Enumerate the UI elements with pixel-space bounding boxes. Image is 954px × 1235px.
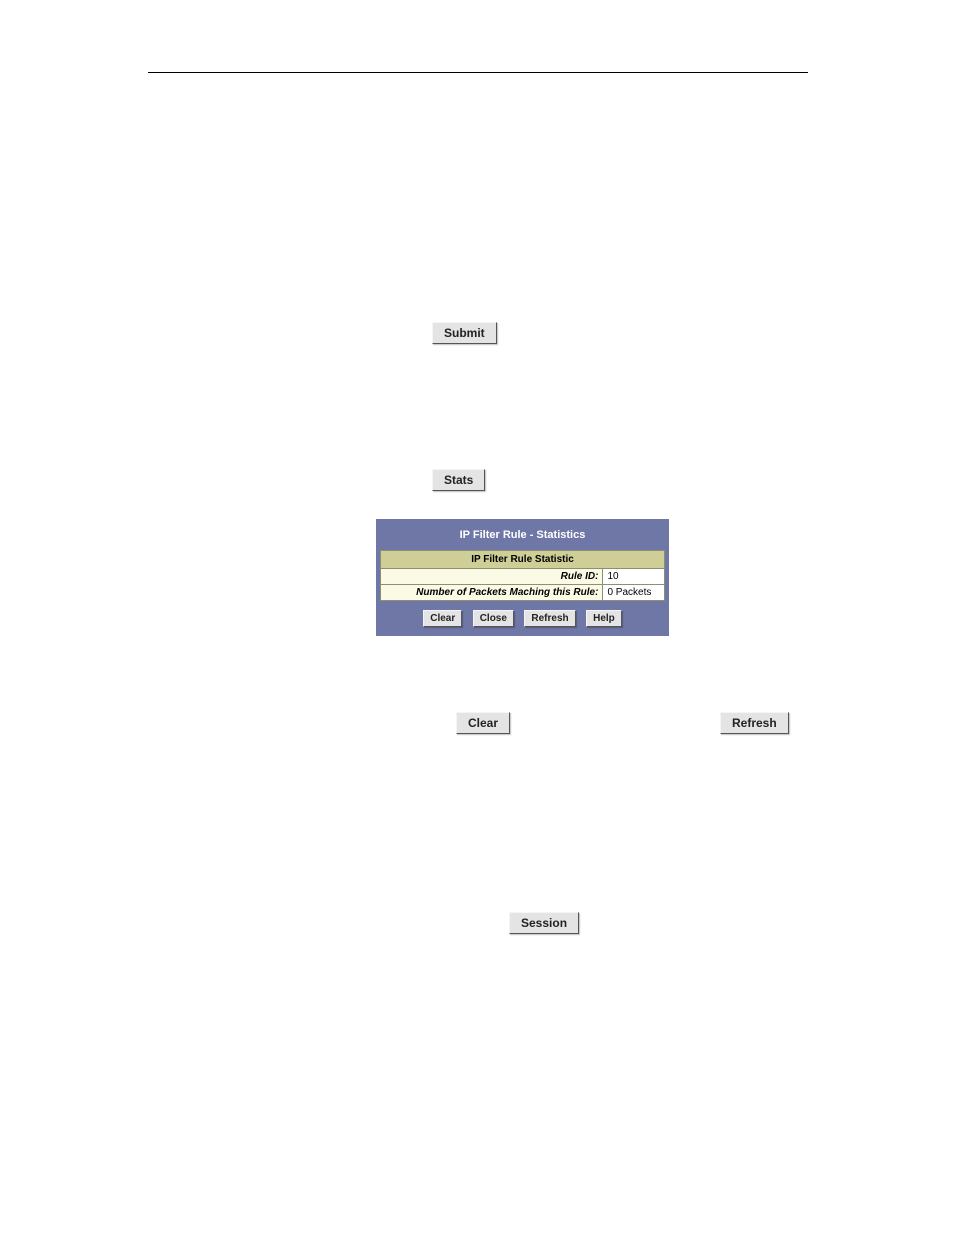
row-value: 0 Packets <box>603 585 665 601</box>
panel-button-row: Clear Close Refresh Help <box>380 601 665 629</box>
table-row: Rule ID: 10 <box>381 569 665 585</box>
refresh-button[interactable]: Refresh <box>720 712 789 734</box>
panel-title: IP Filter Rule - Statistics <box>380 524 665 550</box>
panel-refresh-button[interactable]: Refresh <box>524 610 575 627</box>
session-button[interactable]: Session <box>509 912 579 934</box>
ip-filter-stats-panel: IP Filter Rule - Statistics IP Filter Ru… <box>376 519 669 636</box>
submit-button[interactable]: Submit <box>432 322 497 344</box>
panel-help-button[interactable]: Help <box>586 610 622 627</box>
panel-close-button[interactable]: Close <box>473 610 514 627</box>
clear-button[interactable]: Clear <box>456 712 510 734</box>
stats-table-header: IP Filter Rule Statistic <box>381 551 665 569</box>
table-row: Number of Packets Maching this Rule: 0 P… <box>381 585 665 601</box>
top-rule <box>148 72 808 73</box>
panel-clear-button[interactable]: Clear <box>423 610 462 627</box>
row-value: 10 <box>603 569 665 585</box>
stats-table: IP Filter Rule Statistic Rule ID: 10 Num… <box>380 550 665 601</box>
stats-button[interactable]: Stats <box>432 469 485 491</box>
row-label: Number of Packets Maching this Rule: <box>381 585 603 601</box>
row-label: Rule ID: <box>381 569 603 585</box>
